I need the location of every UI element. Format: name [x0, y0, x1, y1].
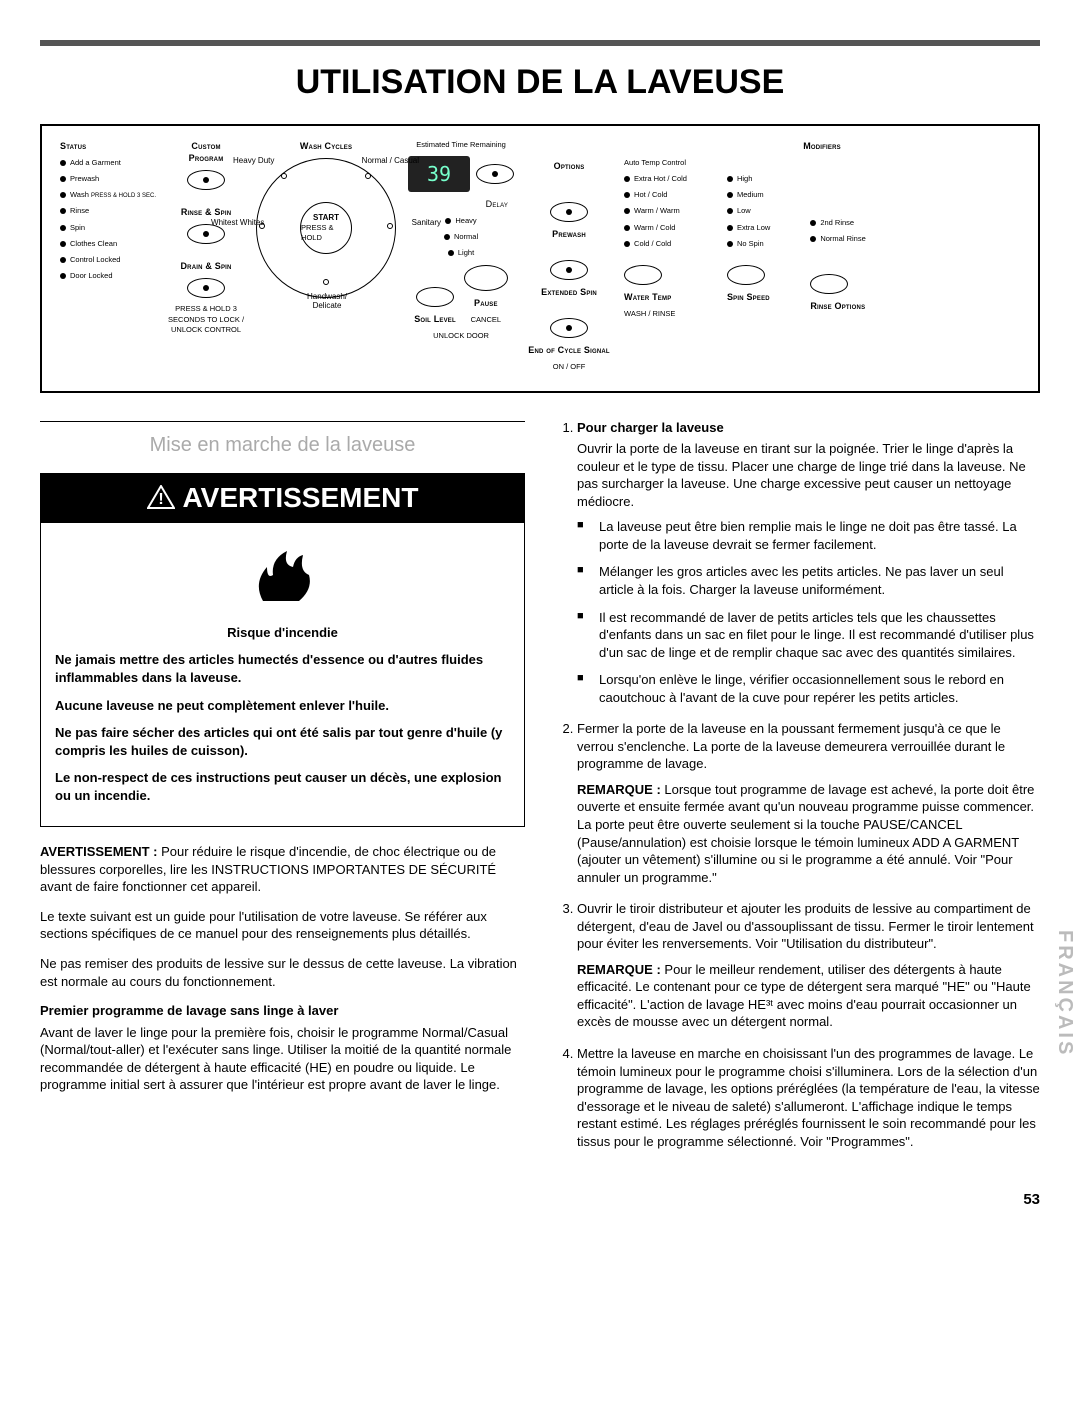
- page-number: 53: [40, 1190, 1040, 1210]
- custom-program-label: Custom Program: [189, 140, 224, 164]
- steps-list: Pour charger la laveuse Ouvrir la porte …: [555, 419, 1040, 1151]
- first-wash-heading: Premier programme de lavage sans linge à…: [40, 1002, 525, 1020]
- section-heading: Mise en marche de la laveuse: [40, 432, 525, 459]
- options-label: Options: [554, 160, 585, 172]
- step-3: Ouvrir le tiroir distributeur et ajouter…: [577, 900, 1040, 1031]
- bullet: Mélanger les gros articles avec les peti…: [577, 563, 1040, 598]
- warn-p1: Ne jamais mettre des articles humectés d…: [55, 651, 510, 686]
- end-cycle-signal-button: [550, 318, 588, 338]
- rinse-options-button: [810, 274, 848, 294]
- drain-spin-label: Drain & Spin: [180, 260, 231, 272]
- warning-box: ! AVERTISSEMENT Risque d'incendie Ne jam…: [40, 473, 525, 828]
- page-title: UTILISATION DE LA LAVEUSE: [40, 60, 1040, 106]
- auto-temp-label: Auto Temp Control: [624, 158, 1020, 168]
- avert-paragraph: AVERTISSEMENT : Pour réduire le risque d…: [40, 843, 525, 896]
- modifiers-label: Modifiers: [624, 140, 1020, 152]
- warning-bar: ! AVERTISSEMENT: [40, 473, 525, 523]
- body-columns: Mise en marche de la laveuse ! AVERTISSE…: [40, 419, 1040, 1165]
- flame-icon: [243, 545, 323, 609]
- bullet: Lorsqu'on enlève le linge, vérifier occa…: [577, 671, 1040, 706]
- delay-button: [476, 164, 514, 184]
- risk-title: Risque d'incendie: [55, 624, 510, 642]
- start-button: STARTPRESS & HOLD: [300, 202, 352, 254]
- prewash-button: [550, 202, 588, 222]
- guide-paragraph: Le texte suivant est un guide pour l'uti…: [40, 908, 525, 943]
- right-column: Pour charger la laveuse Ouvrir la porte …: [555, 419, 1040, 1165]
- drain-spin-button: [187, 278, 225, 298]
- warning-triangle-icon: !: [147, 485, 175, 509]
- step-4: Mettre la laveuse en marche en choisissa…: [577, 1045, 1040, 1150]
- control-panel-figure: Status Add a Garment Prewash Wash PRESS …: [40, 124, 1040, 393]
- soil-level-button: [416, 287, 454, 307]
- storage-paragraph: Ne pas remiser des produits de lessive s…: [40, 955, 525, 990]
- water-temp-button: [624, 265, 662, 285]
- bullet: Il est recommandé de laver de petits art…: [577, 609, 1040, 662]
- warn-p3: Ne pas faire sécher des articles qui ont…: [55, 724, 510, 759]
- pause-cancel-button: [464, 265, 508, 291]
- top-rule: [40, 40, 1040, 46]
- first-wash-paragraph: Avant de laver le linge pour la première…: [40, 1024, 525, 1094]
- step-2: Fermer la porte de la laveuse en la pous…: [577, 720, 1040, 886]
- bullet: La laveuse peut être bien remplie mais l…: [577, 518, 1040, 553]
- language-tab: FRANÇAIS: [1051, 930, 1078, 1057]
- unlock-door-label: UNLOCK DOOR: [433, 331, 489, 341]
- status-label: Status: [60, 140, 156, 152]
- left-column: Mise en marche de la laveuse ! AVERTISSE…: [40, 419, 525, 1165]
- svg-text:!: !: [158, 491, 163, 508]
- step-1: Pour charger la laveuse Ouvrir la porte …: [577, 419, 1040, 707]
- extended-spin-button: [550, 260, 588, 280]
- warn-p4: Le non-respect de ces instructions peut …: [55, 769, 510, 804]
- warn-p2: Aucune laveuse ne peut complètement enle…: [55, 697, 510, 715]
- spin-speed-button: [727, 265, 765, 285]
- wash-cycles-label: Wash Cycles: [300, 140, 352, 152]
- est-time-label: Estimated Time Remaining: [416, 140, 506, 150]
- rinse-spin-label: Rinse & Spin: [181, 206, 231, 218]
- custom-program-button: [187, 170, 225, 190]
- cycle-knob: STARTPRESS & HOLD Heavy Duty Normal / Ca…: [256, 158, 396, 298]
